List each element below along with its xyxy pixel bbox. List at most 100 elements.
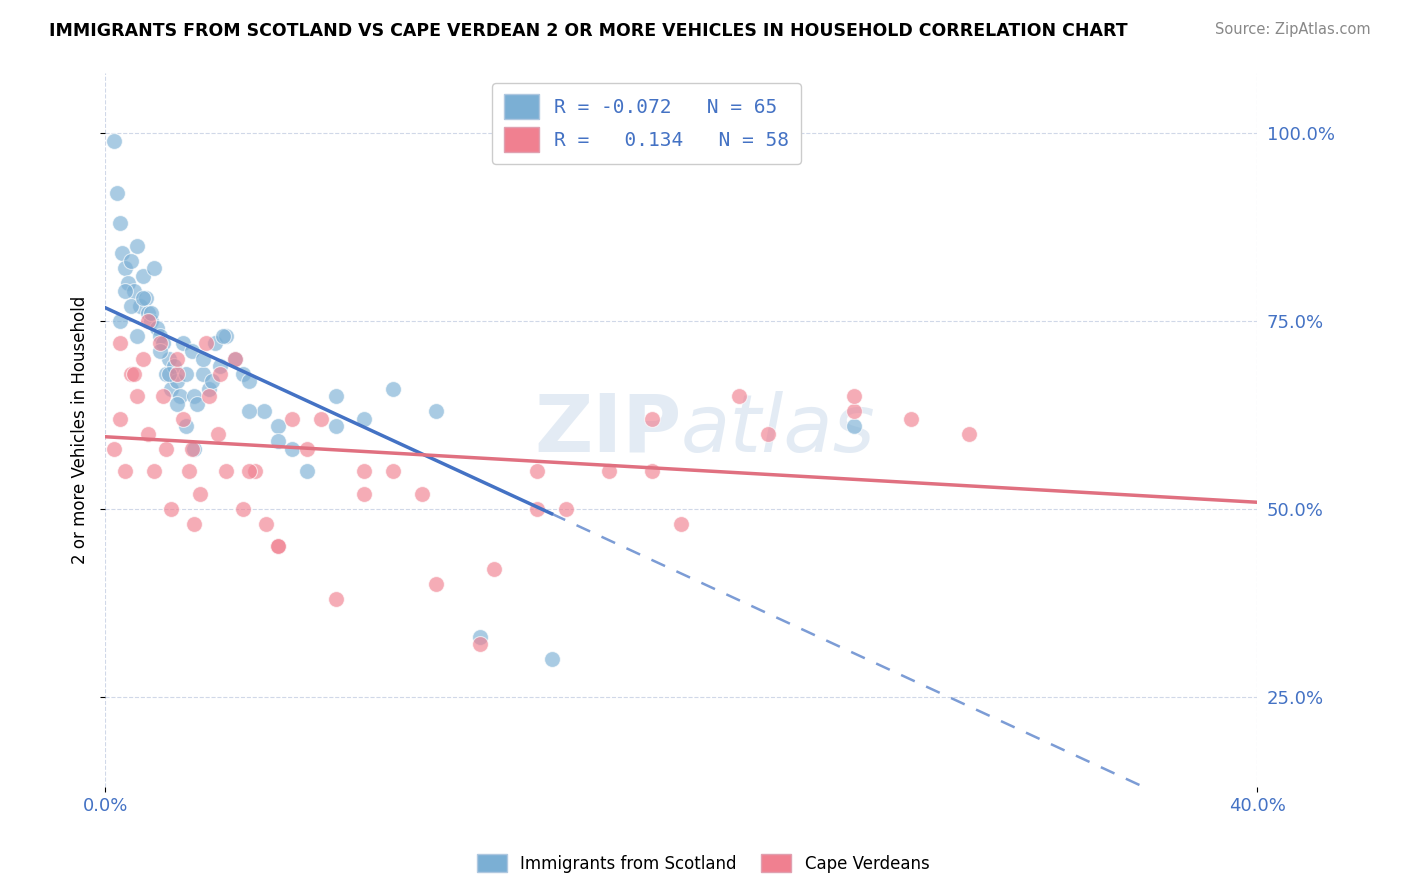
Point	[209, 367, 232, 381]
Point	[191, 351, 214, 366]
Point	[149, 329, 172, 343]
Point	[143, 261, 166, 276]
Point	[526, 464, 548, 478]
Point	[207, 426, 229, 441]
Point	[238, 374, 260, 388]
Point	[212, 329, 235, 343]
Point	[232, 501, 254, 516]
Point	[353, 487, 375, 501]
Point	[669, 516, 692, 531]
Point	[155, 367, 177, 381]
Point	[842, 419, 865, 434]
Point	[131, 268, 153, 283]
Point	[117, 277, 139, 291]
Point	[209, 359, 232, 373]
Y-axis label: 2 or more Vehicles in Household: 2 or more Vehicles in Household	[72, 296, 89, 564]
Point	[125, 329, 148, 343]
Point	[174, 419, 197, 434]
Point	[198, 382, 221, 396]
Point	[641, 464, 664, 478]
Point	[204, 336, 226, 351]
Point	[281, 411, 304, 425]
Point	[900, 411, 922, 425]
Point	[180, 442, 202, 456]
Point	[138, 426, 160, 441]
Point	[267, 434, 290, 449]
Point	[295, 442, 318, 456]
Point	[243, 464, 266, 478]
Point	[103, 134, 125, 148]
Point	[382, 382, 405, 396]
Point	[281, 442, 304, 456]
Point	[468, 637, 491, 651]
Point	[141, 314, 163, 328]
Point	[172, 336, 194, 351]
Point	[166, 374, 188, 388]
Point	[125, 389, 148, 403]
Point	[155, 442, 177, 456]
Point	[122, 284, 145, 298]
Point	[756, 426, 779, 441]
Point	[120, 253, 142, 268]
Point	[166, 351, 188, 366]
Point	[353, 411, 375, 425]
Point	[114, 284, 136, 298]
Point	[120, 299, 142, 313]
Point	[191, 367, 214, 381]
Point	[103, 442, 125, 456]
Point	[555, 501, 578, 516]
Point	[325, 419, 347, 434]
Point	[166, 396, 188, 410]
Point	[108, 216, 131, 230]
Point	[146, 321, 169, 335]
Point	[256, 516, 278, 531]
Point	[138, 306, 160, 320]
Point	[108, 336, 131, 351]
Point	[641, 411, 664, 425]
Point	[309, 411, 332, 425]
Point	[224, 351, 246, 366]
Point	[267, 540, 290, 554]
Point	[842, 404, 865, 418]
Point	[131, 351, 153, 366]
Point	[842, 389, 865, 403]
Point	[114, 261, 136, 276]
Point	[160, 382, 183, 396]
Point	[105, 186, 128, 201]
Point	[425, 577, 447, 591]
Text: IMMIGRANTS FROM SCOTLAND VS CAPE VERDEAN 2 OR MORE VEHICLES IN HOUSEHOLD CORRELA: IMMIGRANTS FROM SCOTLAND VS CAPE VERDEAN…	[49, 22, 1128, 40]
Text: atlas: atlas	[681, 391, 876, 469]
Legend: R = -0.072   N = 65, R =   0.134   N = 58: R = -0.072 N = 65, R = 0.134 N = 58	[492, 83, 801, 164]
Point	[183, 516, 205, 531]
Point	[183, 389, 205, 403]
Point	[411, 487, 433, 501]
Point	[149, 344, 172, 359]
Point	[138, 314, 160, 328]
Point	[295, 464, 318, 478]
Text: ZIP: ZIP	[534, 391, 681, 469]
Point	[188, 487, 211, 501]
Point	[252, 404, 274, 418]
Point	[108, 314, 131, 328]
Point	[224, 351, 246, 366]
Point	[174, 367, 197, 381]
Point	[152, 336, 174, 351]
Point	[152, 389, 174, 403]
Point	[157, 367, 180, 381]
Point	[180, 344, 202, 359]
Point	[238, 404, 260, 418]
Point	[157, 351, 180, 366]
Point	[540, 652, 562, 666]
Text: Source: ZipAtlas.com: Source: ZipAtlas.com	[1215, 22, 1371, 37]
Point	[163, 359, 186, 373]
Point	[215, 464, 238, 478]
Point	[183, 442, 205, 456]
Legend: Immigrants from Scotland, Cape Verdeans: Immigrants from Scotland, Cape Verdeans	[470, 847, 936, 880]
Point	[468, 630, 491, 644]
Point	[169, 389, 191, 403]
Point	[122, 367, 145, 381]
Point	[353, 464, 375, 478]
Point	[108, 411, 131, 425]
Point	[425, 404, 447, 418]
Point	[482, 562, 505, 576]
